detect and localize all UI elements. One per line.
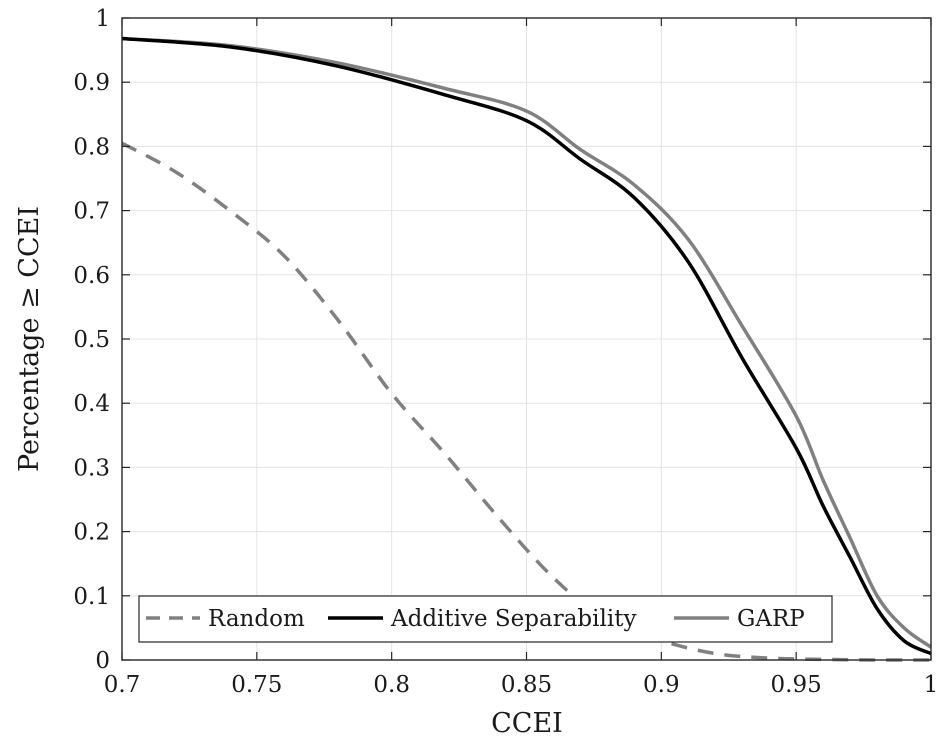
legend-label-garp: GARP bbox=[737, 606, 805, 632]
y-tick-label: 0.5 bbox=[73, 327, 110, 353]
series-line-additive-separability bbox=[121, 36, 932, 656]
x-tick-label: 0.95 bbox=[771, 672, 822, 698]
y-tick-label: 0.9 bbox=[73, 70, 110, 96]
x-axis-title: CCEI bbox=[491, 708, 563, 739]
y-tick-label: 0.4 bbox=[73, 391, 110, 417]
x-tick-label: 0.8 bbox=[373, 672, 410, 698]
y-tick-label: 1 bbox=[95, 6, 110, 32]
legend: Random Additive Separability GARP bbox=[138, 595, 833, 643]
y-tick-label: 0.3 bbox=[73, 455, 110, 481]
x-tick-label: 0.75 bbox=[231, 672, 282, 698]
x-tick-label: 0.9 bbox=[643, 672, 680, 698]
y-tick-label: 0.7 bbox=[73, 199, 110, 225]
y-tick-label: 0.6 bbox=[73, 263, 110, 289]
y-tick-label: 0.8 bbox=[73, 134, 110, 160]
y-tick-label: 0.2 bbox=[73, 520, 110, 546]
x-tick-label: 1 bbox=[924, 672, 939, 698]
y-tick-label: 0.1 bbox=[73, 584, 110, 610]
series-line-random bbox=[121, 141, 932, 662]
legend-label-random: Random bbox=[208, 606, 305, 632]
y-tick-label: 0 bbox=[95, 648, 110, 674]
legend-label-additive-separability: Additive Separability bbox=[390, 606, 636, 632]
series-line-garp bbox=[121, 36, 933, 649]
x-tick-label: 0.85 bbox=[501, 672, 552, 698]
x-tick-label: 0.7 bbox=[104, 672, 141, 698]
axis-ticks: 0.7 0.75 0.8 0.85 0.9 0.95 1 0 0.1 0.2 0.3 0.4 0.5 0.… bbox=[73, 6, 938, 698]
series-lines bbox=[121, 36, 933, 662]
y-axis-title: Percentage ≥ CCEI bbox=[14, 206, 45, 472]
